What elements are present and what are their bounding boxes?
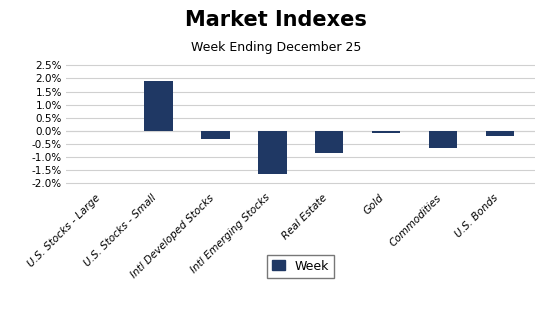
Text: Week Ending December 25: Week Ending December 25: [191, 41, 361, 54]
Bar: [258, 131, 286, 174]
Text: Market Indexes: Market Indexes: [185, 10, 367, 30]
Bar: [201, 131, 230, 139]
Bar: [145, 81, 173, 131]
Bar: [429, 131, 457, 148]
Bar: [372, 131, 400, 133]
Bar: [486, 131, 514, 136]
Legend: Week: Week: [267, 255, 335, 278]
Bar: [315, 131, 343, 153]
